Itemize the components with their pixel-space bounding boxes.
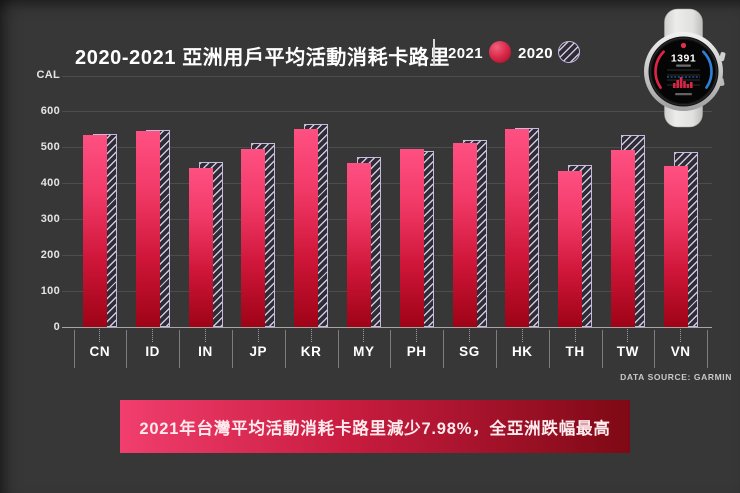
y-tick-label-600: 600 <box>40 104 60 117</box>
bar-2021-ID <box>135 131 160 327</box>
x-axis-boundary-tick <box>548 330 550 368</box>
y-tick-label-300: 300 <box>40 212 60 225</box>
x-axis-label-KR: KR <box>300 344 322 359</box>
x-axis-label-HK: HK <box>511 344 533 359</box>
y-tick-label-500: 500 <box>40 140 60 153</box>
x-axis-boundary-tick <box>284 330 286 368</box>
x-axis-boundary-tick <box>231 330 233 368</box>
watch-chart-bars <box>673 77 693 88</box>
watch-blue-arc <box>702 50 713 89</box>
legend-label-2021: 2021 <box>448 45 483 62</box>
y-tick-label-0: 0 <box>53 320 60 333</box>
x-axis-center-tick-TH <box>574 329 576 342</box>
x-axis-center-tick-PH <box>416 329 418 342</box>
bar-2021-CN <box>82 134 107 327</box>
bar-2021-JP <box>241 148 266 327</box>
y-tick-label-400: 400 <box>40 176 60 189</box>
x-axis-boundary-tick <box>443 330 445 368</box>
title-legend-divider <box>433 39 435 66</box>
legend-swatch-2020-icon <box>558 41 580 63</box>
x-axis-label-PH: PH <box>406 344 427 359</box>
x-axis-label-TH: TH <box>565 344 585 359</box>
x-axis-label-SG: SG <box>459 344 480 359</box>
bar-2021-MY <box>346 162 371 327</box>
x-axis-boundary-tick <box>495 330 497 368</box>
x-axis-center-tick-HK <box>521 329 523 342</box>
x-axis-center-tick-ID <box>152 329 154 342</box>
y-axis-unit-label: CAL <box>36 69 60 81</box>
x-axis-label-IN: IN <box>198 344 213 359</box>
legend-swatch-2021-icon <box>489 41 511 63</box>
gridline-100 <box>62 291 712 293</box>
x-axis-center-tick-IN <box>205 329 206 342</box>
gridline-700 <box>62 75 640 77</box>
watch-screen-ring <box>649 37 718 106</box>
x-axis-label-MY: MY <box>353 344 375 359</box>
x-axis-label-TW: TW <box>616 344 639 359</box>
y-tick-label-100: 100 <box>40 284 60 297</box>
x-axis-center-tick-VN <box>680 329 682 342</box>
watch-status-dot <box>680 42 687 49</box>
legend-label-2020: 2020 <box>518 45 553 62</box>
x-axis-label-VN: VN <box>670 344 691 359</box>
bar-2021-SG <box>452 142 477 327</box>
x-axis-boundary-tick <box>337 330 339 368</box>
garmin-watch-image: 1391 <box>644 8 726 128</box>
x-axis-boundary-tick <box>179 330 181 368</box>
bar-2021-VN <box>663 166 688 327</box>
watch-screen <box>652 40 715 103</box>
x-axis-boundary-tick <box>126 330 128 368</box>
x-axis-boundary-tick <box>654 330 656 368</box>
gridline-300 <box>62 219 712 221</box>
gridline-600 <box>62 111 712 113</box>
x-axis-label-CN: CN <box>89 344 111 359</box>
x-axis-boundary-tick <box>707 330 709 368</box>
bar-2021-TH <box>558 171 583 327</box>
y-tick-label-200: 200 <box>40 248 60 261</box>
bar-2021-IN <box>188 167 213 327</box>
bar-2021-HK <box>505 128 530 327</box>
x-axis-center-tick-KR <box>310 329 312 342</box>
x-axis-label-JP: JP <box>249 344 268 359</box>
x-axis-boundary-tick <box>390 330 392 368</box>
x-axis-center-tick-CN <box>99 329 101 342</box>
x-axis-center-tick-SG <box>469 329 470 342</box>
data-source-credit: DATA SOURCE: GARMIN <box>620 372 732 382</box>
annotation-banner: 2021年台灣平均活動消耗卡路里減少7.98%，全亞洲跌幅最高 <box>120 400 630 453</box>
x-axis-center-tick-MY <box>363 329 365 342</box>
x-axis-label-ID: ID <box>145 344 161 359</box>
x-axis-center-tick-TW <box>627 329 629 342</box>
watch-red-arc <box>654 50 665 89</box>
watch-bottom-label <box>675 93 692 96</box>
bar-2021-KR <box>294 128 319 327</box>
x-axis-center-tick-JP <box>257 329 259 342</box>
bar-2021-PH <box>399 149 424 327</box>
x-axis-boundary-tick <box>601 330 603 368</box>
gridline-400 <box>62 183 712 185</box>
gridline-0 <box>62 327 712 328</box>
page-title: 2020-2021 亞洲用戶平均活動消耗卡路里 <box>75 47 451 69</box>
x-axis-boundary-tick <box>73 330 75 368</box>
watch-calories-value: 1391 <box>671 53 696 65</box>
bar-2021-TW <box>610 150 635 327</box>
gridline-200 <box>62 255 712 257</box>
watch-sublabel <box>676 64 691 67</box>
gridline-500 <box>62 147 712 149</box>
